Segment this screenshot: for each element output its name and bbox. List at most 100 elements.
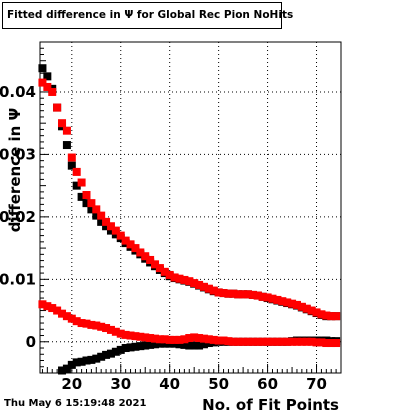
data-point bbox=[48, 304, 57, 313]
data-point bbox=[165, 270, 174, 279]
data-point bbox=[102, 350, 111, 359]
y-tick-label: 0.01 bbox=[0, 270, 36, 288]
data-point bbox=[58, 119, 67, 128]
data-point bbox=[82, 356, 91, 365]
data-point bbox=[58, 366, 67, 375]
data-point bbox=[292, 300, 301, 309]
data-point bbox=[151, 260, 160, 269]
data-point bbox=[224, 337, 233, 346]
data-point bbox=[116, 345, 125, 354]
data-point bbox=[185, 341, 194, 350]
data-point bbox=[160, 335, 169, 344]
data-point bbox=[151, 334, 160, 343]
data-point bbox=[312, 338, 321, 347]
data-point bbox=[43, 302, 52, 311]
x-tick-label: 60 bbox=[257, 375, 278, 393]
data-point bbox=[199, 282, 208, 291]
data-points bbox=[38, 64, 341, 375]
data-point bbox=[273, 295, 282, 304]
data-point bbox=[307, 306, 316, 315]
data-point bbox=[77, 178, 86, 187]
data-point bbox=[62, 126, 71, 135]
data-point bbox=[263, 337, 272, 346]
data-point bbox=[199, 340, 208, 349]
data-point bbox=[87, 320, 96, 329]
data-point bbox=[199, 334, 208, 343]
data-point bbox=[190, 341, 199, 350]
y-tick-label: 0 bbox=[26, 333, 36, 351]
data-point bbox=[297, 337, 306, 346]
data-point bbox=[332, 339, 341, 348]
data-point bbox=[102, 324, 111, 333]
data-point bbox=[180, 275, 189, 284]
data-point bbox=[248, 290, 257, 299]
data-point bbox=[204, 335, 213, 344]
data-point bbox=[317, 338, 326, 347]
data-point bbox=[244, 337, 253, 346]
data-point bbox=[224, 289, 233, 298]
data-point bbox=[317, 310, 326, 319]
data-point bbox=[160, 339, 169, 348]
data-point bbox=[209, 286, 218, 295]
data-point bbox=[146, 334, 155, 343]
data-point bbox=[67, 360, 76, 369]
x-tick-label: 70 bbox=[306, 375, 327, 393]
data-point bbox=[288, 299, 297, 308]
data-point bbox=[97, 322, 106, 331]
data-point bbox=[77, 357, 86, 366]
data-point bbox=[297, 302, 306, 311]
data-point bbox=[97, 352, 106, 361]
data-point bbox=[190, 279, 199, 288]
data-point bbox=[102, 222, 111, 231]
data-point bbox=[253, 291, 262, 300]
data-point bbox=[288, 337, 297, 346]
data-point bbox=[219, 336, 228, 345]
data-point bbox=[141, 252, 150, 261]
data-point bbox=[302, 304, 311, 313]
data-point bbox=[43, 82, 52, 91]
data-point bbox=[82, 319, 91, 328]
x-tick-label: 50 bbox=[208, 375, 229, 393]
data-point bbox=[38, 64, 47, 73]
data-point bbox=[185, 334, 194, 343]
data-point bbox=[111, 226, 120, 235]
data-point bbox=[175, 274, 184, 283]
data-point bbox=[283, 337, 292, 346]
data-point bbox=[58, 309, 67, 318]
data-point bbox=[273, 337, 282, 346]
data-point bbox=[62, 141, 71, 150]
data-point bbox=[87, 205, 96, 214]
data-point bbox=[72, 358, 81, 367]
data-point bbox=[219, 289, 228, 298]
data-point bbox=[155, 335, 164, 344]
data-point bbox=[43, 72, 52, 81]
data-point bbox=[180, 335, 189, 344]
data-point bbox=[258, 292, 267, 301]
data-point bbox=[82, 191, 91, 200]
data-point bbox=[82, 199, 91, 208]
data-point bbox=[53, 306, 62, 315]
data-point bbox=[244, 290, 253, 299]
data-point bbox=[312, 308, 321, 317]
data-point bbox=[121, 330, 130, 339]
data-point bbox=[87, 199, 96, 208]
data-point bbox=[62, 364, 71, 373]
data-point bbox=[327, 312, 336, 321]
data-point bbox=[268, 294, 277, 303]
data-point bbox=[195, 334, 204, 343]
data-point bbox=[126, 331, 135, 340]
data-point bbox=[302, 337, 311, 346]
data-point bbox=[121, 344, 130, 353]
data-point bbox=[170, 273, 179, 282]
data-point bbox=[239, 290, 248, 299]
data-point bbox=[175, 340, 184, 349]
data-point bbox=[263, 293, 272, 302]
data-point bbox=[160, 267, 169, 276]
data-point bbox=[38, 78, 47, 87]
data-point bbox=[229, 289, 238, 298]
y-tick-label: 0.02 bbox=[0, 208, 36, 226]
title-box: Fitted difference in Ψ for Global Rec Pi… bbox=[2, 2, 293, 29]
data-point bbox=[322, 311, 331, 320]
data-point bbox=[146, 255, 155, 264]
data-point bbox=[234, 290, 243, 299]
